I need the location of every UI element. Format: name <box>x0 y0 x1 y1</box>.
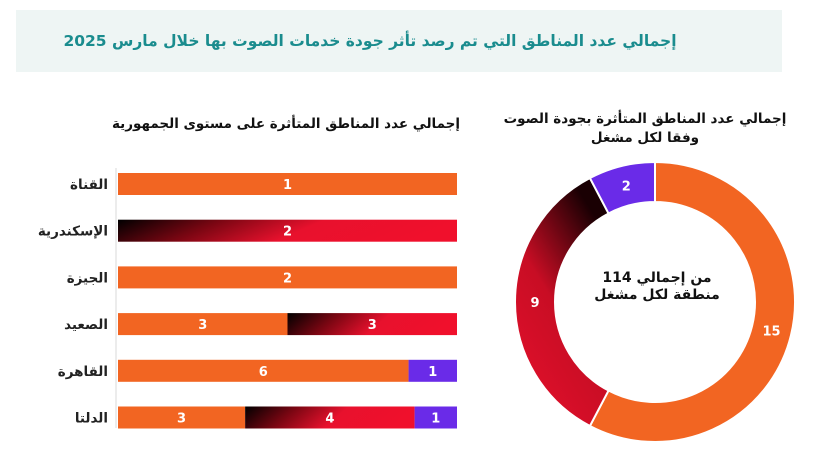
header-banner: إجمالي عدد المناطق التي تم رصد تأثر جودة… <box>16 10 782 72</box>
bar-segment <box>118 359 409 382</box>
category-label: الإسكندرية <box>38 224 108 240</box>
bar-value-label: 3 <box>368 318 377 333</box>
bar-value-label: 6 <box>259 365 268 380</box>
bar-segment <box>245 406 415 429</box>
bar-segment <box>118 313 288 336</box>
category-label: الصعيد <box>64 317 108 333</box>
bar-value-label: 1 <box>428 365 437 380</box>
bar-segment <box>287 313 457 336</box>
bar-segment <box>118 406 246 429</box>
bar-value-label: 1 <box>431 412 440 427</box>
bar-value-label: 4 <box>325 412 334 427</box>
bar-value-label: 2 <box>283 271 292 286</box>
bar-value-label: 1 <box>283 178 292 193</box>
category-label: الدلتا <box>75 411 108 427</box>
bar-value-label: 3 <box>198 318 207 333</box>
bar-segment <box>118 266 457 289</box>
bar-segment <box>414 406 457 429</box>
category-label: القناة <box>70 177 108 193</box>
donut-slice <box>588 160 796 443</box>
category-label: الجيزة <box>67 270 108 286</box>
bar-segment <box>408 359 457 382</box>
donut-value-label: 2 <box>622 179 631 194</box>
bar-chart-title: إجمالي عدد المناطق المتأثرة على مستوى ال… <box>111 116 460 132</box>
donut-slice <box>588 160 656 215</box>
category-label: القاهرة <box>58 364 108 380</box>
bar-segment <box>118 173 457 195</box>
bar-value-label: 2 <box>283 225 292 240</box>
donut-center-label: من إجمالي 114 منطقة لكل مشغل <box>594 270 720 303</box>
page-title: إجمالي عدد المناطق التي تم رصد تأثر جودة… <box>63 32 677 50</box>
bar-segment <box>118 219 457 242</box>
donut-value-label: 9 <box>530 296 539 311</box>
donut-chart-title: إجمالي عدد المناطق المتأثرة بجودة الصوت … <box>503 111 787 146</box>
donut-value-label: 15 <box>762 325 780 340</box>
bar-value-label: 3 <box>177 412 186 427</box>
